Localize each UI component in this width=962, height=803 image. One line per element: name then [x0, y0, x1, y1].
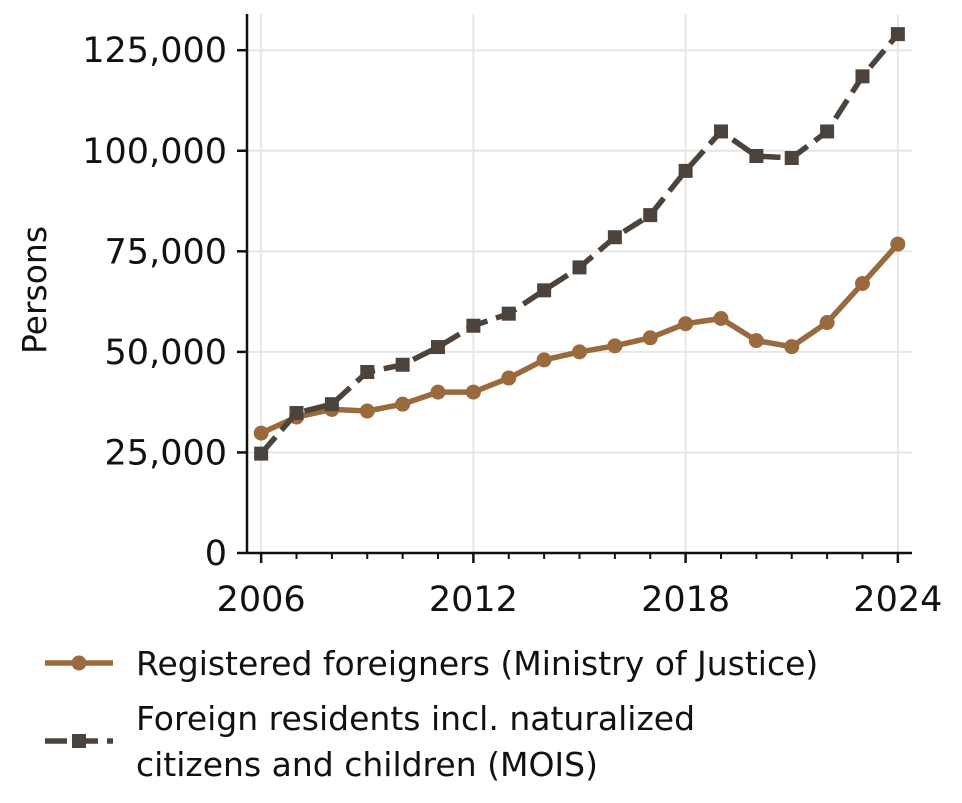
data-point [254, 446, 269, 461]
data-point [784, 339, 800, 355]
data-point [324, 397, 339, 412]
data-point [784, 151, 799, 166]
data-point [642, 330, 658, 346]
data-point [431, 340, 446, 355]
data-point [537, 283, 552, 298]
data-point [72, 734, 86, 748]
data-point [890, 236, 906, 252]
data-point [713, 124, 728, 139]
legend-label: Foreign residents incl. naturalized [136, 699, 695, 738]
data-point [678, 316, 694, 332]
y-tick-label: 0 [205, 534, 227, 574]
data-point [854, 276, 870, 291]
x-tick-label: 2006 [217, 580, 306, 620]
data-point [607, 230, 622, 245]
legend-label: citizens and children (MOIS) [136, 745, 598, 784]
data-point [607, 338, 623, 354]
data-point [289, 406, 304, 421]
data-point [820, 124, 835, 139]
data-point [572, 344, 587, 360]
data-point [395, 357, 410, 372]
x-tick-label: 2012 [429, 580, 518, 620]
y-tick-label: 75,000 [105, 232, 227, 272]
legend-entry-1: Registered foreigners (Ministry of Justi… [45, 644, 818, 683]
data-point [572, 260, 587, 275]
y-tick-label: 50,000 [105, 333, 227, 373]
data-point [643, 208, 658, 223]
gridlines [247, 14, 912, 553]
data-point [253, 425, 269, 441]
y-tick-label: 100,000 [82, 132, 227, 172]
data-point [501, 306, 516, 321]
series-line [259, 32, 901, 456]
data-point [71, 655, 87, 671]
x-tick-label: 2024 [853, 580, 942, 620]
data-point [749, 148, 764, 163]
axes [237, 14, 912, 563]
legend-entry-2: Foreign residents incl. naturalized citiz… [45, 699, 695, 784]
data-point [501, 370, 517, 386]
data-point [819, 315, 835, 331]
series-lines [253, 27, 906, 461]
tick-labels: 0 25,000 50,000 75,000 100,000 125,000 2006 201… [82, 31, 942, 620]
data-point [359, 403, 375, 419]
data-point [748, 333, 764, 349]
data-point [855, 69, 870, 84]
data-point [713, 310, 729, 326]
data-point [430, 384, 446, 400]
data-point [360, 364, 375, 379]
data-point [890, 27, 905, 42]
legend-label: Registered foreigners (Ministry of Justi… [136, 644, 818, 683]
data-point [466, 318, 481, 333]
y-tick-label: 25,000 [105, 433, 227, 473]
y-axis-title: Persons [15, 226, 54, 354]
series-2 [254, 27, 905, 461]
legend: Registered foreigners (Ministry of Justi… [45, 644, 818, 784]
data-point [395, 396, 411, 412]
data-point [465, 384, 481, 400]
x-tick-label: 2018 [641, 580, 730, 620]
data-point [678, 163, 693, 178]
y-tick-label: 125,000 [82, 31, 227, 71]
data-point [536, 352, 552, 368]
